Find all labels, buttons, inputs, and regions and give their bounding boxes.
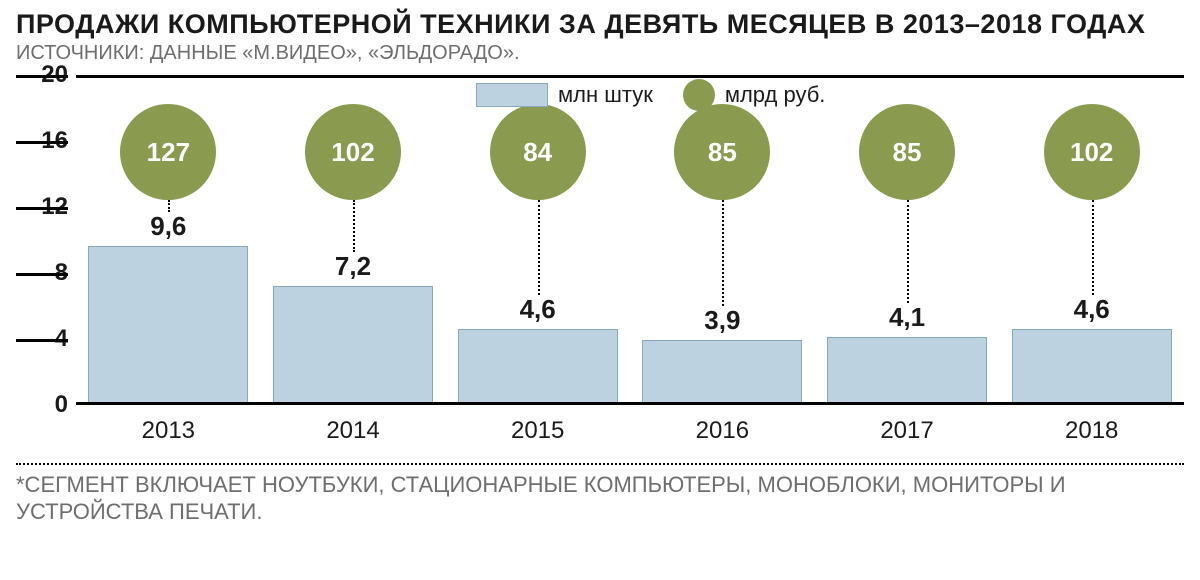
bar [642, 340, 802, 404]
legend-swatch-circle [683, 79, 715, 111]
chart-container: ПРОДАЖИ КОМПЬЮТЕРНОЙ ТЕХНИКИ ЗА ДЕВЯТЬ М… [0, 0, 1200, 580]
chart-area: млн штукмлрд руб. 048121620 9,61277,2102… [16, 75, 1184, 405]
connector-line [722, 200, 724, 306]
bar [273, 286, 433, 405]
legend-label: млн штук [558, 82, 653, 108]
bar-value-label: 4,6 [445, 294, 630, 325]
bar-value-label: 4,1 [815, 302, 1000, 333]
x-axis-label: 2017 [815, 417, 1000, 445]
bar-group: 7,2 102 [261, 75, 446, 405]
bar-group: 3,9 85 [630, 75, 815, 405]
x-axis-label: 2014 [261, 417, 446, 445]
x-axis-label: 2015 [445, 417, 630, 445]
value-bubble: 102 [1044, 104, 1140, 200]
connector-line [168, 200, 170, 212]
x-axis-labels: 201320142015201620172018 [76, 417, 1184, 445]
bar [1012, 329, 1172, 405]
x-axis-label: 2013 [76, 417, 261, 445]
y-tick-mark [16, 207, 68, 210]
x-axis-label: 2018 [999, 417, 1184, 445]
chart-subtitle: ИСТОЧНИКИ: ДАННЫЕ «М.ВИДЕО», «ЭЛЬДОРАДО»… [16, 42, 1184, 65]
x-axis-label: 2016 [630, 417, 815, 445]
bar-group: 9,6127 [76, 75, 261, 405]
y-tick-mark [16, 75, 68, 78]
legend-item: млн штук [476, 82, 653, 108]
bar-group: 4,6 84 [445, 75, 630, 405]
bar [458, 329, 618, 405]
legend-swatch-rect [476, 83, 548, 107]
connector-line [1092, 200, 1094, 295]
y-tick-mark [16, 339, 68, 342]
bar-groups: 9,61277,21024,6843,9854,1854,6102 [76, 75, 1184, 405]
bar-group: 4,1 85 [815, 75, 1000, 405]
bar-value-label: 3,9 [630, 305, 815, 336]
footnote-separator [16, 463, 1184, 465]
bar-value-label: 7,2 [261, 251, 446, 282]
legend-item: млрд руб. [683, 79, 826, 111]
y-tick-mark [16, 141, 68, 144]
chart-legend: млн штук млрд руб. [476, 79, 825, 111]
value-bubble: 85 [674, 104, 770, 200]
connector-line [353, 200, 355, 252]
connector-line [907, 200, 909, 303]
value-bubble: 102 [305, 104, 401, 200]
plot-baseline [76, 402, 1184, 405]
bar-group: 4,6 102 [999, 75, 1184, 405]
y-axis: 048121620 [16, 75, 76, 405]
connector-line [538, 200, 540, 295]
y-tick-label: 0 [55, 391, 68, 419]
value-bubble: 85 [859, 104, 955, 200]
y-tick-mark [16, 273, 68, 276]
bar-value-label: 9,6 [76, 211, 261, 242]
bar [88, 246, 248, 404]
chart-title: ПРОДАЖИ КОМПЬЮТЕРНОЙ ТЕХНИКИ ЗА ДЕВЯТЬ М… [16, 10, 1184, 40]
value-bubble: 84 [490, 104, 586, 200]
plot-area: 9,61277,21024,6843,9854,1854,6102 [76, 75, 1184, 405]
legend-label: млрд руб. [725, 82, 826, 108]
chart-footnote: *СЕГМЕНТ ВКЛЮЧАЕТ НОУТБУКИ, СТАЦИОНАРНЫЕ… [16, 471, 1184, 526]
value-bubble: 127 [120, 104, 216, 200]
bar-value-label: 4,6 [999, 294, 1184, 325]
bar [827, 337, 987, 405]
